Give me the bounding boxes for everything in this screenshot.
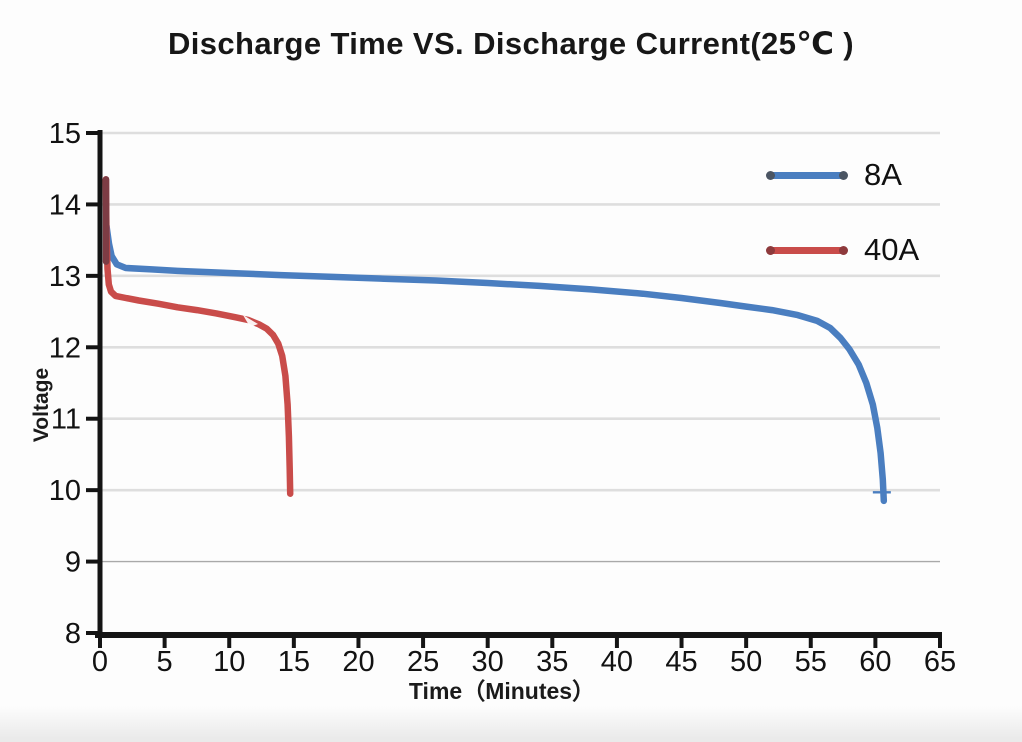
y-tick-label: 14 — [49, 189, 81, 221]
legend-label-8a: 8A — [864, 157, 902, 192]
x-tick-label: 5 — [157, 646, 173, 678]
series-group — [102, 176, 891, 505]
legend-swatch-cap-icon — [839, 245, 848, 255]
x-tick-labels: 0 5 10 15 20 25 30 35 40 45 50 55 60 65 — [92, 646, 956, 678]
x-tick-label: 50 — [730, 646, 762, 678]
x-tick-label: 65 — [924, 646, 956, 678]
x-axis-title: Time（Minutes） — [408, 678, 596, 704]
y-tick-label: 10 — [49, 475, 81, 507]
legend-swatch-cap-icon — [766, 245, 775, 255]
x-tick-label: 15 — [278, 646, 310, 678]
x-tick-label: 60 — [859, 646, 891, 678]
axes-group — [86, 130, 942, 648]
y-tick-label: 8 — [65, 618, 81, 650]
y-tick-labels: 8 9 10 11 12 13 14 15 — [49, 118, 81, 650]
legend-swatch-cap-icon — [766, 170, 775, 180]
legend-item-8a: 8A — [766, 156, 902, 194]
cursor-artifact — [243, 315, 258, 327]
x-tick-label: 35 — [536, 646, 568, 678]
y-tick-label: 13 — [49, 261, 81, 293]
x-tick-label: 20 — [342, 646, 374, 678]
x-tick-label: 45 — [665, 646, 697, 678]
x-tick-label: 0 — [92, 646, 108, 678]
legend-item-40a: 40A — [766, 231, 920, 269]
y-tick-label: 11 — [51, 404, 81, 436]
series-line-40a — [102, 176, 294, 497]
chart-title: Discharge Time VS. Discharge Current(25℃… — [167, 26, 855, 61]
y-tick-label: 15 — [49, 118, 81, 150]
legend-label-40a: 40A — [864, 232, 920, 267]
gridlines-group — [102, 131, 940, 563]
x-tick-label: 10 — [213, 646, 245, 678]
legend-swatch-cap-icon — [839, 170, 848, 180]
x-tick-label: 55 — [795, 646, 827, 678]
x-tick-label: 40 — [601, 646, 633, 678]
legend-swatch-8a — [766, 170, 848, 180]
series-line-8a — [103, 222, 888, 505]
y-axis-title: Voltage — [30, 367, 53, 443]
x-tick-label: 30 — [472, 646, 504, 678]
y-tick-label: 9 — [65, 547, 81, 579]
y-tick-label: 12 — [49, 332, 81, 364]
page-bottom-shadow — [0, 706, 1022, 742]
legend-swatch-40a — [766, 245, 848, 255]
x-tick-label: 25 — [407, 646, 439, 678]
